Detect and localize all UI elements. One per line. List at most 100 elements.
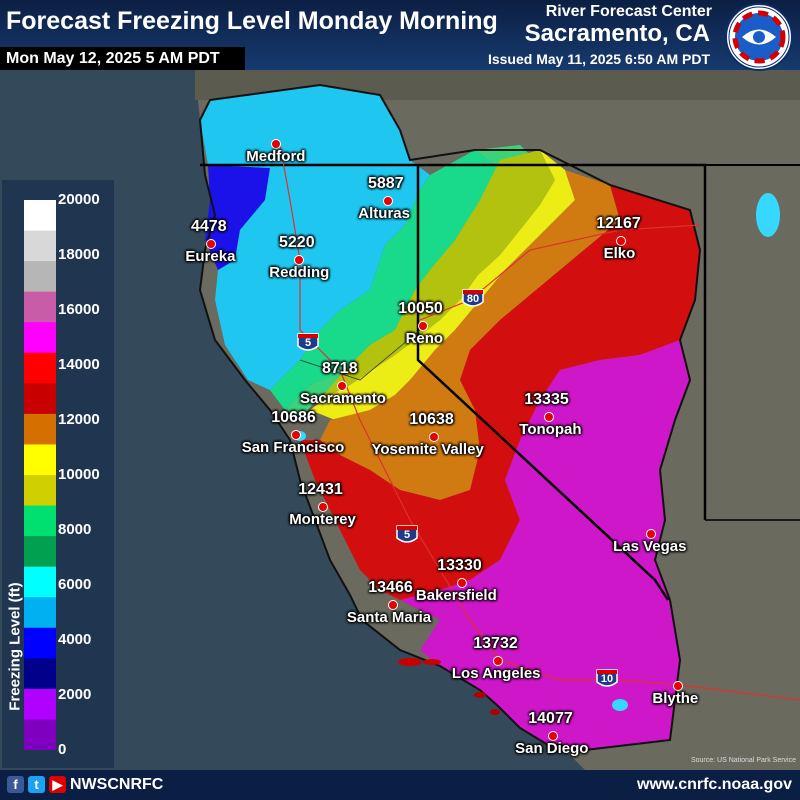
city-name-label: Monterey: [289, 511, 356, 528]
legend-tick-label: 16000: [58, 301, 100, 318]
city-marker: [457, 578, 467, 588]
city-name-label: Elko: [603, 245, 636, 262]
city-marker: [294, 255, 304, 265]
city-marker: [493, 656, 503, 666]
city-marker: [544, 412, 554, 422]
legend-swatch: [24, 413, 56, 445]
legend-title: Freezing Level (ft): [6, 582, 24, 711]
valid-time-box: Mon May 12, 2025 5 AM PDT: [0, 47, 245, 70]
legend-swatch: [24, 566, 56, 598]
interstate-number: 5: [304, 337, 312, 349]
map-title: Forecast Freezing Level Monday Morning: [6, 7, 498, 35]
interstate-shield: 80: [462, 288, 484, 310]
city-marker: [616, 236, 626, 246]
legend-swatch: [24, 352, 56, 384]
city-name-label: Blythe: [652, 690, 699, 707]
legend-swatch: [24, 322, 56, 354]
interstate-number: 5: [403, 529, 411, 541]
interstate-number: 80: [466, 293, 480, 305]
social-handle[interactable]: NWSCNRFC: [70, 776, 164, 793]
legend-swatch: [24, 688, 56, 720]
city-name-label: San Francisco: [241, 439, 345, 456]
office-location: Sacramento, CA: [524, 20, 710, 47]
legend-tick-label: 8000: [58, 521, 92, 538]
website-link[interactable]: www.cnrfc.noaa.gov: [637, 776, 792, 793]
legend-swatch: [24, 536, 56, 568]
interstate-shield: 5: [396, 524, 418, 546]
nws-logo-icon[interactable]: [724, 2, 794, 72]
color-legend: Freezing Level (ft) 20000 18000 16000 14000…: [2, 180, 114, 768]
legend-swatch: [24, 597, 56, 629]
legend-tick-label: 2000: [58, 686, 92, 703]
city-name-label: Santa Maria: [346, 609, 432, 626]
freezing-level-value: 13466: [368, 579, 413, 596]
interstate-shield-icon: [297, 333, 319, 351]
freezing-level-value: 10638: [409, 411, 454, 428]
freezing-level-value: 10686: [271, 409, 316, 426]
interstate-shield-icon: [596, 669, 618, 687]
legend-swatch: [24, 291, 56, 323]
city-marker: [337, 381, 347, 391]
city-name-label: Alturas: [358, 205, 410, 222]
city-name-label: Las Vegas: [613, 538, 687, 555]
legend-swatch: [24, 627, 56, 659]
city-name-label: Tonopah: [519, 421, 582, 438]
freezing-level-value: 12167: [596, 215, 641, 232]
legend-swatch: [24, 230, 56, 262]
legend-tick-label: 18000: [58, 246, 100, 263]
city-marker: [418, 321, 428, 331]
city-marker: [673, 681, 683, 691]
freezing-level-value: 12431: [298, 481, 343, 498]
legend-swatch: [24, 658, 56, 690]
freezing-level-value: 4478: [191, 218, 227, 235]
legend-tick-label: 4000: [58, 631, 92, 648]
legend-swatch: [24, 261, 56, 293]
city-name-label: San Diego: [515, 740, 589, 757]
youtube-icon[interactable]: ▶: [49, 776, 66, 793]
interstate-shield-icon: [462, 289, 484, 307]
city-name-label: Bakersfield: [415, 587, 497, 604]
city-marker: [206, 239, 216, 249]
city-marker: [383, 196, 393, 206]
city-name-label: Yosemite Valley: [371, 441, 484, 458]
freezing-level-value: 5887: [368, 175, 404, 192]
office-name: River Forecast Center: [545, 3, 712, 20]
issued-time: Issued May 11, 2025 6:50 AM PDT: [487, 51, 710, 67]
valid-time: Mon May 12, 2025 5 AM PDT: [6, 50, 220, 67]
city-name-label: Redding: [269, 264, 330, 281]
map-credit: Source: US National Park Service: [690, 757, 796, 764]
freezing-level-value: 13330: [437, 557, 482, 574]
legend-tick-label: 14000: [58, 356, 100, 373]
freezing-level-value: 8718: [322, 360, 358, 377]
freezing-level-value: 13732: [473, 635, 518, 652]
interstate-shield-icon: [396, 525, 418, 543]
interstate-shield: 5: [297, 332, 319, 354]
facebook-icon[interactable]: f: [7, 776, 24, 793]
legend-tick-label: 10000: [58, 466, 100, 483]
freezing-level-value: 13335: [524, 391, 569, 408]
city-name-label: Medford: [246, 148, 306, 165]
city-name-label: Reno: [405, 330, 444, 347]
legend-swatch: [24, 505, 56, 537]
freezing-level-value: 14077: [528, 710, 573, 727]
city-name-label: Los Angeles: [451, 665, 541, 682]
legend-tick-label: 6000: [58, 576, 92, 593]
interstate-number: 10: [600, 673, 614, 685]
city-name-label: Eureka: [185, 248, 236, 265]
legend-tick-label: 12000: [58, 411, 100, 428]
legend-swatch: [24, 719, 56, 750]
city-marker: [646, 529, 656, 539]
city-marker: [548, 731, 558, 741]
city-marker: [388, 600, 398, 610]
twitter-icon[interactable]: t: [28, 776, 45, 793]
city-marker: [429, 432, 439, 442]
legend-swatch: [24, 475, 56, 507]
city-marker: [318, 502, 328, 512]
freezing-level-value: 5220: [279, 234, 315, 251]
legend-color-bar: [24, 200, 56, 750]
interstate-shield: 10: [596, 668, 618, 690]
city-name-label: Sacramento: [300, 390, 386, 407]
legend-tick-label: 20000: [58, 191, 100, 208]
legend-swatch: [24, 444, 56, 476]
